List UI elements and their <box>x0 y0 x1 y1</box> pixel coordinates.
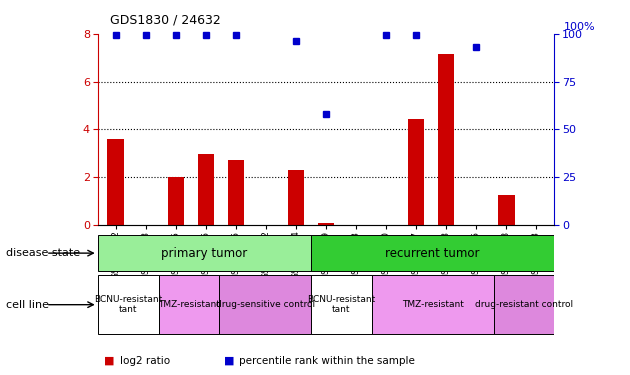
Bar <box>311 275 372 334</box>
Bar <box>493 275 554 334</box>
Text: drug-resistant control: drug-resistant control <box>475 300 573 309</box>
Text: recurrent tumor: recurrent tumor <box>386 247 480 259</box>
Text: TMZ-resistant: TMZ-resistant <box>158 300 220 309</box>
Bar <box>219 275 311 334</box>
Bar <box>159 275 219 334</box>
Text: log2 ratio: log2 ratio <box>120 356 170 366</box>
Text: BCNU-resistant
tant: BCNU-resistant tant <box>307 295 375 314</box>
Bar <box>108 139 124 225</box>
Bar <box>227 160 244 225</box>
Text: cell line: cell line <box>6 300 49 310</box>
Text: ■: ■ <box>224 356 234 366</box>
Bar <box>408 118 425 225</box>
Text: disease state: disease state <box>6 248 81 258</box>
Text: GDS1830 / 24632: GDS1830 / 24632 <box>110 13 221 26</box>
Text: percentile rank within the sample: percentile rank within the sample <box>239 356 415 366</box>
Text: drug-sensitive control: drug-sensitive control <box>215 300 315 309</box>
Bar <box>288 170 304 225</box>
Text: BCNU-resistant
tant: BCNU-resistant tant <box>94 295 163 314</box>
Bar <box>98 275 159 334</box>
Text: TMZ-resistant: TMZ-resistant <box>402 300 464 309</box>
Text: primary tumor: primary tumor <box>161 247 248 259</box>
Bar <box>318 224 335 225</box>
Bar <box>198 154 214 225</box>
Bar <box>498 195 515 225</box>
Bar <box>311 235 554 271</box>
Text: ■: ■ <box>104 356 115 366</box>
Bar <box>438 54 454 225</box>
Text: 100%: 100% <box>563 22 595 32</box>
Bar <box>98 235 311 271</box>
Bar <box>168 177 184 225</box>
Bar <box>372 275 493 334</box>
